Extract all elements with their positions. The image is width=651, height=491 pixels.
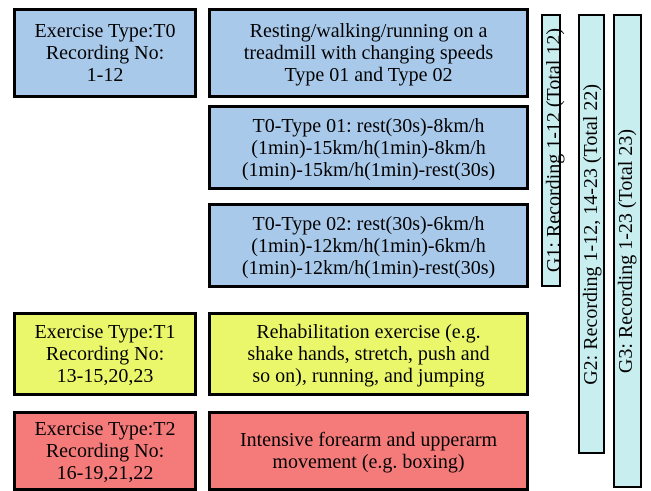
text-line: 13-15,20,23 [56,365,154,387]
group-label: G2: Recording 1-12, 14-23 (Total 22) [580,83,602,385]
text-line: Exercise Type:T2 [34,418,176,440]
text-line: (1min)-15km/h(1min)-8km/h [251,136,486,159]
text-line: Recording No: [45,343,165,365]
exercise-type-box: Exercise Type:T1 Recording No: 13-15,20,23 [13,312,197,396]
text-line: (1min)-15km/h(1min)-rest(30s) [241,158,496,181]
group-bar: G1: Recording 1-12 (Total 12) [541,14,565,287]
text-line: 16-19,21,22 [56,462,154,484]
description-box: T0-Type 02: rest(30s)-6km/h (1min)-12km/h… [208,203,529,288]
description-box: Rehabilitation exercise (e.g. shake hands… [208,312,529,396]
text-line: Type 01 and Type 02 [284,64,453,86]
text-line: Resting/walking/running on a [249,20,488,42]
text-line: Recording No: [45,440,165,462]
text-line: T0-Type 01: rest(30s)-8km/h [252,114,485,137]
group-bar: G2: Recording 1-12, 14-23 (Total 22) [578,14,605,454]
text-line: so on), running, and jumping [252,365,485,387]
text-line: Intensive forearm and upperarm [239,429,498,451]
group-bar: G3: Recording 1-23 (Total 23) [613,14,642,488]
text-line: Exercise Type:T1 [34,321,176,343]
text-line: (1min)-12km/h(1min)-rest(30s) [241,256,496,279]
text-line: Recording No: [45,42,165,64]
text-line: T0-Type 02: rest(30s)-6km/h [252,212,485,235]
text-line: treadmill with changing speeds [243,42,494,64]
group-label: G1: Recording 1-12 (Total 12) [543,28,565,273]
text-line: Exercise Type:T0 [34,20,176,42]
description-box: Intensive forearm and upperarm movement (… [208,411,529,491]
exercise-type-box: Exercise Type:T2 Recording No: 16-19,21,22 [13,411,197,491]
text-line: movement (e.g. boxing) [272,451,465,473]
description-box: T0-Type 01: rest(30s)-8km/h (1min)-15km/h… [208,105,529,190]
text-line: 1-12 [86,64,124,86]
exercise-type-box: Exercise Type:T0 Recording No: 1-12 [13,8,197,98]
text-line: Rehabilitation exercise (e.g. [256,321,481,343]
text-line: (1min)-12km/h(1min)-6km/h [251,234,486,257]
text-line: shake hands, stretch, push and [247,343,490,365]
group-label: G3: Recording 1-23 (Total 23) [615,128,637,374]
description-box: Resting/walking/running on a treadmill wi… [208,8,529,98]
